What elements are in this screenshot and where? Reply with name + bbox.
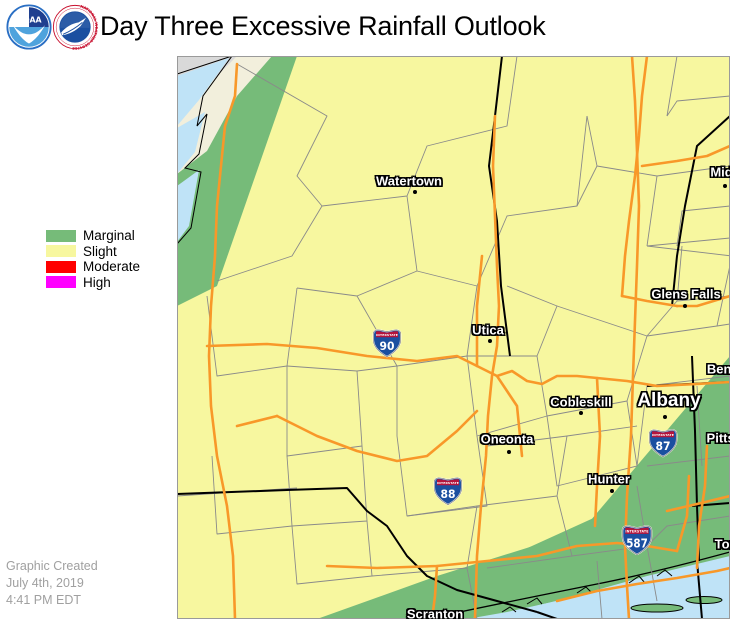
city-dot [507, 450, 511, 454]
legend-item-high: High [46, 275, 166, 291]
city-dot [723, 184, 727, 188]
interstate-shield: INTERSTATE 587 [620, 525, 654, 556]
legend-swatch-marginal [46, 229, 76, 242]
legend-item-moderate: Moderate [46, 259, 166, 275]
legend-label-slight: Slight [83, 243, 117, 259]
page-title: Day Three Excessive Rainfall Outlook [100, 11, 546, 41]
coastal-inlets [501, 569, 673, 613]
svg-text:87: 87 [656, 439, 671, 453]
graphic-created-label: Graphic Created [6, 559, 98, 573]
water-black-lake [177, 170, 199, 242]
interstate-shield: INTERSTATE 87 [648, 428, 678, 458]
svg-text:INTERSTATE: INTERSTATE [376, 333, 398, 337]
noaa-logo: NOAA [6, 4, 52, 50]
svg-text:90: 90 [380, 339, 395, 353]
long-island-fragment-2 [685, 596, 723, 604]
svg-text:INTERSTATE: INTERSTATE [437, 481, 459, 485]
legend-swatch-slight [46, 245, 76, 258]
legend-item-slight: Slight [46, 244, 166, 260]
nws-logo: NATIONAL WEATHER SERVICE [52, 4, 98, 50]
city-dot [413, 190, 417, 194]
city-dot [579, 411, 583, 415]
map-canvas [177, 56, 730, 619]
interstate-shield: INTERSTATE 90 [372, 328, 402, 358]
legend-label-moderate: Moderate [83, 259, 141, 275]
graphic-created-block: Graphic Created July 4th, 2019 4:41 PM E… [6, 558, 98, 609]
long-island-fragment [630, 603, 684, 613]
marginal-se-band [327, 456, 730, 619]
water-lake-ontario [177, 58, 229, 126]
city-dot [488, 339, 492, 343]
svg-text:587: 587 [626, 537, 648, 551]
legend-item-marginal: Marginal [46, 228, 166, 244]
svg-text:INTERSTATE: INTERSTATE [652, 433, 674, 437]
svg-text:NOAA: NOAA [16, 15, 42, 24]
legend-swatch-high [46, 276, 76, 289]
legend-label-marginal: Marginal [83, 228, 135, 244]
city-dot [663, 415, 667, 419]
shoreline-coast [426, 551, 730, 619]
legend-swatch-moderate [46, 260, 76, 273]
svg-text:INTERSTATE: INTERSTATE [625, 530, 648, 534]
city-dot [683, 304, 687, 308]
graphic-created-date: July 4th, 2019 [6, 576, 84, 590]
outlook-map[interactable]: WatertownMontpelierMiddleburyRutlandLeba… [177, 56, 730, 619]
water-st-lawrence [177, 112, 205, 174]
graphic-created-time: 4:41 PM EDT [6, 593, 82, 607]
interstate-shield: INTERSTATE 88 [433, 476, 463, 506]
shoreline-north [177, 56, 233, 245]
city-dot [610, 489, 614, 493]
svg-text:88: 88 [441, 487, 456, 501]
county-boundaries [177, 56, 730, 619]
risk-legend: Marginal Slight Moderate High [46, 228, 166, 290]
header: NOAA NATIONAL WEATHER SERVICE Day Three … [0, 0, 730, 56]
legend-label-high: High [83, 274, 111, 290]
interstate-highways [205, 56, 730, 619]
